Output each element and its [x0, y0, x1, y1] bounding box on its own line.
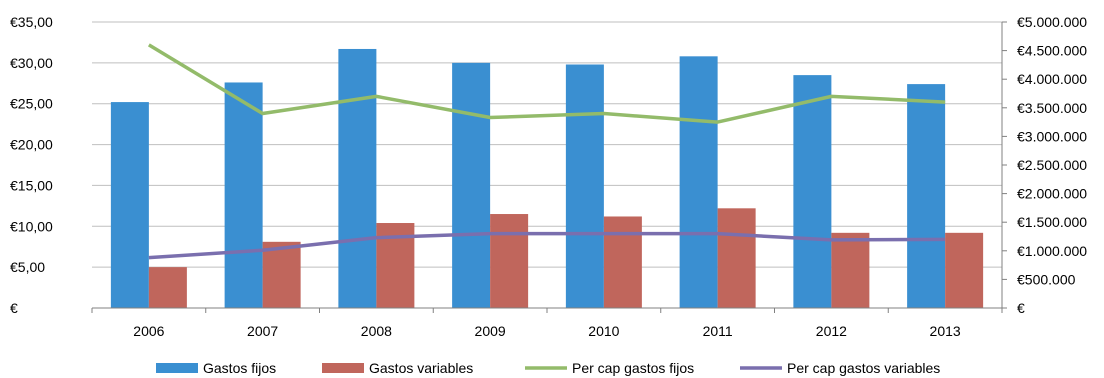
left-axis-tick-label: € — [10, 300, 18, 316]
legend: Gastos fijos Gastos variables Per cap gast… — [156, 360, 940, 376]
right-axis-tick-label: € — [1017, 300, 1025, 316]
left-axis-tick-label: €30,00 — [10, 55, 53, 71]
bar — [603, 216, 642, 308]
bar — [679, 56, 718, 308]
bar — [110, 102, 149, 308]
left-axis-tick-label: €35,00 — [10, 14, 53, 30]
bar — [338, 48, 377, 309]
legend-label: Gastos fijos — [203, 360, 276, 376]
legend-label: Per cap gastos variables — [787, 360, 940, 376]
legend-label: Gastos variables — [369, 360, 473, 376]
bar — [452, 62, 491, 308]
bar — [490, 214, 529, 308]
bar — [262, 241, 301, 308]
bar — [907, 84, 946, 308]
left-axis-tick-label: €25,00 — [10, 96, 53, 112]
x-axis-tick-label: 2008 — [361, 323, 392, 339]
lines — [147, 43, 946, 260]
x-axis-tick-label: 2010 — [588, 323, 619, 339]
bars — [110, 48, 984, 309]
left-axis-tick-label: €15,00 — [10, 177, 53, 193]
left-axis-tick-label: €10,00 — [10, 218, 53, 234]
left-axis-tick-label: €20,00 — [10, 137, 53, 153]
legend-label: Per cap gastos fijos — [572, 360, 694, 376]
bar — [148, 267, 187, 308]
x-axis-tick-label: 2013 — [930, 323, 961, 339]
bar — [717, 208, 756, 308]
series-line — [148, 231, 946, 260]
bar — [793, 75, 832, 308]
left-axis-tick-label: €5,00 — [10, 259, 45, 275]
right-axis-tick-label: €1.500.000 — [1017, 214, 1087, 230]
right-axis-tick-label: €2.000.000 — [1017, 186, 1087, 202]
right-axis-tick-label: €5.000.000 — [1017, 14, 1087, 30]
x-axis-ticks: 2006 2007 2008 2009 2010 2011 2012 2013 — [133, 323, 961, 339]
right-axis-tick-label: €4.000.000 — [1017, 71, 1087, 87]
right-axis-tick-label: €500.000 — [1017, 271, 1076, 287]
x-axis-tick-label: 2007 — [247, 323, 278, 339]
bar — [831, 232, 870, 308]
legend-swatch — [322, 363, 364, 373]
x-axis-tick-label: 2011 — [703, 323, 733, 339]
axes — [91, 21, 1007, 313]
bar — [565, 64, 604, 309]
x-axis-tick-label: 2006 — [133, 323, 164, 339]
bar — [945, 232, 984, 308]
x-axis-tick-label: 2009 — [475, 323, 506, 339]
right-axis-tick-label: €2.500.000 — [1017, 157, 1087, 173]
right-axis-tick-label: €3.500.000 — [1017, 100, 1087, 116]
x-axis-tick-label: 2012 — [816, 323, 847, 339]
right-axis-tick-label: €1.000.000 — [1017, 243, 1087, 259]
right-axis-ticks: € €500.000 €1.000.000 €1.500.000 €2.000.000 €… — [1017, 14, 1087, 316]
right-axis-tick-label: €3.000.000 — [1017, 128, 1087, 144]
right-axis-tick-label: €4.500.000 — [1017, 43, 1087, 59]
left-axis-ticks: € €5,00 €10,00 €15,00 €20,00 €25,00 €30,00 €35,… — [10, 14, 53, 316]
bar — [224, 82, 263, 309]
legend-swatch — [156, 363, 198, 373]
series-line — [147, 43, 946, 124]
